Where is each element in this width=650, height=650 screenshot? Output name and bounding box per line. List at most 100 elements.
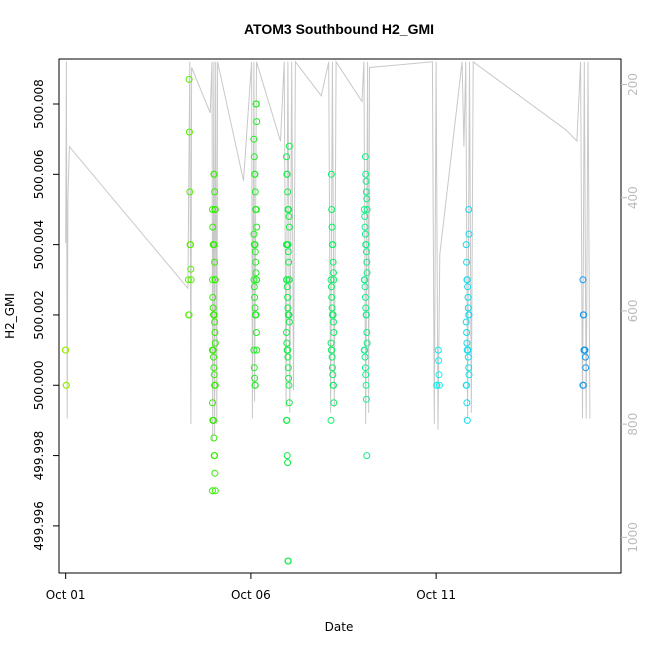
data-point xyxy=(211,469,219,477)
data-point xyxy=(210,311,218,319)
data-point xyxy=(284,188,292,196)
data-point xyxy=(463,339,471,347)
data-point xyxy=(435,371,443,379)
data-point xyxy=(362,395,370,403)
data-point xyxy=(251,381,259,389)
data-point xyxy=(251,304,259,312)
data-point xyxy=(250,135,258,143)
y-axis: 499.996 499.998 500.000 500.002 500.004 500.0… xyxy=(32,79,59,551)
data-point xyxy=(62,346,70,354)
data-point xyxy=(362,241,370,249)
data-point xyxy=(250,346,258,354)
data-point xyxy=(362,177,370,185)
data-point xyxy=(362,381,370,389)
data-point xyxy=(283,416,291,424)
data-point xyxy=(285,258,293,266)
data-point xyxy=(250,153,258,161)
data-point xyxy=(464,353,472,361)
data-point xyxy=(284,459,292,467)
data-point xyxy=(363,339,371,347)
data-point xyxy=(284,346,292,354)
data-point xyxy=(186,188,194,196)
data-point xyxy=(328,353,336,361)
data-point xyxy=(363,195,371,203)
data-point xyxy=(252,269,260,277)
data-point xyxy=(283,283,291,291)
data-point xyxy=(362,188,370,196)
data-point xyxy=(363,258,371,266)
data-point xyxy=(328,206,336,213)
data-point xyxy=(363,452,371,460)
data-point xyxy=(283,170,291,178)
data-point xyxy=(251,248,259,256)
data-point xyxy=(250,276,258,284)
data-point xyxy=(328,364,336,372)
y-axis-label: H2_GMI xyxy=(3,293,17,339)
data-point xyxy=(464,346,472,354)
data-point xyxy=(329,241,337,249)
data-point xyxy=(579,276,587,284)
data-point xyxy=(582,364,590,372)
data-point xyxy=(210,371,218,379)
data-point xyxy=(285,381,293,389)
data-point xyxy=(252,311,260,319)
y-tick-label: 500.008 xyxy=(32,79,46,129)
data-point xyxy=(581,353,589,361)
y-tick-label: 500.000 xyxy=(32,360,46,410)
data-point xyxy=(328,223,336,231)
data-point xyxy=(185,75,193,83)
chart-title: ATOM3 Southbound H2_GMI xyxy=(244,21,434,37)
data-point xyxy=(463,329,471,336)
data-point xyxy=(327,276,335,284)
data-point xyxy=(285,318,293,326)
data-point xyxy=(211,318,219,326)
profile-lines xyxy=(65,60,591,442)
right-tick-label: 600 xyxy=(626,299,640,322)
data-point xyxy=(465,364,473,372)
data-point xyxy=(362,170,370,178)
data-point xyxy=(463,399,471,407)
data-point xyxy=(253,276,261,284)
data-point xyxy=(361,223,369,231)
data-point xyxy=(187,276,195,284)
data-point xyxy=(327,170,335,178)
data-point xyxy=(251,241,259,249)
data-point xyxy=(211,276,219,284)
data-point xyxy=(250,230,258,238)
data-point xyxy=(187,265,195,273)
y-tick-label: 500.002 xyxy=(32,290,46,340)
data-point xyxy=(253,223,261,231)
data-point xyxy=(361,293,369,301)
data-point xyxy=(211,188,219,196)
data-point xyxy=(328,304,336,312)
x-axis-label: Date xyxy=(325,620,354,634)
data-point xyxy=(285,206,293,213)
data-point xyxy=(434,346,442,354)
data-point xyxy=(284,248,292,256)
data-point xyxy=(463,276,471,284)
data-point xyxy=(361,353,369,361)
data-point xyxy=(462,318,470,326)
data-point xyxy=(209,399,216,407)
data-point xyxy=(465,230,473,238)
data-point xyxy=(330,276,338,284)
data-point xyxy=(581,346,589,354)
data-point xyxy=(433,381,441,389)
data-point xyxy=(209,293,217,301)
data-point xyxy=(283,329,290,336)
data-point xyxy=(362,311,370,319)
data-point xyxy=(361,153,369,161)
data-point xyxy=(252,100,260,108)
data-point xyxy=(211,206,219,213)
data-point xyxy=(253,118,261,126)
data-point xyxy=(285,399,293,407)
data-point xyxy=(209,487,216,495)
data-point xyxy=(463,416,471,424)
y-tick-label: 499.996 xyxy=(32,501,46,551)
data-point xyxy=(209,304,217,312)
data-point xyxy=(327,283,335,291)
y-tick-label: 500.006 xyxy=(32,150,46,200)
data-point xyxy=(209,206,216,213)
